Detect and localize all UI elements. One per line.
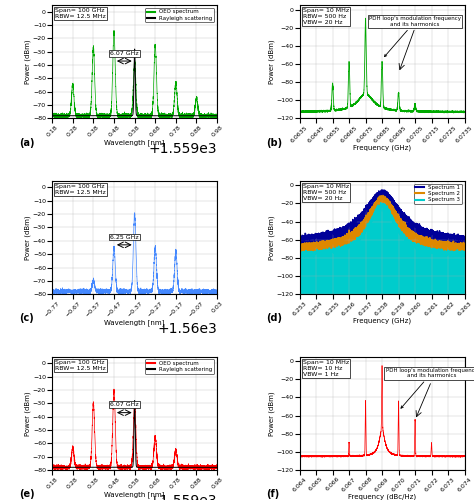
Y-axis label: Power (dBm): Power (dBm)	[268, 391, 275, 436]
Text: (c): (c)	[19, 314, 34, 324]
Text: (a): (a)	[19, 138, 35, 147]
Y-axis label: Power (dBm): Power (dBm)	[268, 215, 275, 260]
Y-axis label: Power (dBm): Power (dBm)	[268, 40, 275, 84]
Text: Span= 100 GHz
RBW= 12.5 MHz: Span= 100 GHz RBW= 12.5 MHz	[55, 184, 106, 195]
X-axis label: Frequency (dBc/Hz): Frequency (dBc/Hz)	[348, 494, 416, 500]
Text: 6.07 GHz: 6.07 GHz	[110, 402, 138, 407]
X-axis label: Frequency (GHz): Frequency (GHz)	[353, 318, 411, 324]
Y-axis label: Power (dBm): Power (dBm)	[25, 40, 31, 84]
Legend: Spectrum 1, Spectrum 2, Spectrum 3: Spectrum 1, Spectrum 2, Spectrum 3	[414, 184, 462, 204]
Y-axis label: Power (dBm): Power (dBm)	[25, 215, 31, 260]
Text: Span= 10 MHz
RBW= 500 Hz
VBW= 20 Hz: Span= 10 MHz RBW= 500 Hz VBW= 20 Hz	[303, 8, 349, 25]
X-axis label: Wavelength [nm]: Wavelength [nm]	[104, 140, 165, 146]
Text: 6.25 GHz: 6.25 GHz	[110, 234, 138, 240]
Text: PDH loop's modulation frequency
and its harmonics: PDH loop's modulation frequency and its …	[369, 16, 461, 56]
X-axis label: Wavelength [nm]: Wavelength [nm]	[104, 491, 165, 498]
X-axis label: Wavelength [nm]: Wavelength [nm]	[104, 319, 165, 326]
Text: Span= 10 MHz
RBW= 500 Hz
VBW= 20 Hz: Span= 10 MHz RBW= 500 Hz VBW= 20 Hz	[303, 184, 349, 201]
Text: Span= 10 MHz
RBW= 10 Hz
VBW= 1 Hz: Span= 10 MHz RBW= 10 Hz VBW= 1 Hz	[303, 360, 349, 376]
Text: (e): (e)	[19, 489, 35, 499]
Text: PDH loop's modulation frequency
and its harmonics: PDH loop's modulation frequency and its …	[385, 368, 474, 408]
Text: (b): (b)	[266, 138, 283, 147]
Text: (f): (f)	[266, 489, 280, 499]
Text: Span= 100 GHz
RBW= 12.5 MHz: Span= 100 GHz RBW= 12.5 MHz	[55, 8, 106, 19]
Text: 6.07 GHz: 6.07 GHz	[110, 50, 138, 56]
Legend: OEO spectrum, Rayleigh scattering: OEO spectrum, Rayleigh scattering	[145, 360, 214, 374]
Text: (d): (d)	[266, 314, 283, 324]
X-axis label: Frequency (GHz): Frequency (GHz)	[353, 145, 411, 152]
Legend: OEO spectrum, Rayleigh scattering: OEO spectrum, Rayleigh scattering	[145, 8, 214, 22]
Y-axis label: Power (dBm): Power (dBm)	[25, 391, 31, 436]
Text: Span= 100 GHz
RBW= 12.5 MHz: Span= 100 GHz RBW= 12.5 MHz	[55, 360, 106, 371]
